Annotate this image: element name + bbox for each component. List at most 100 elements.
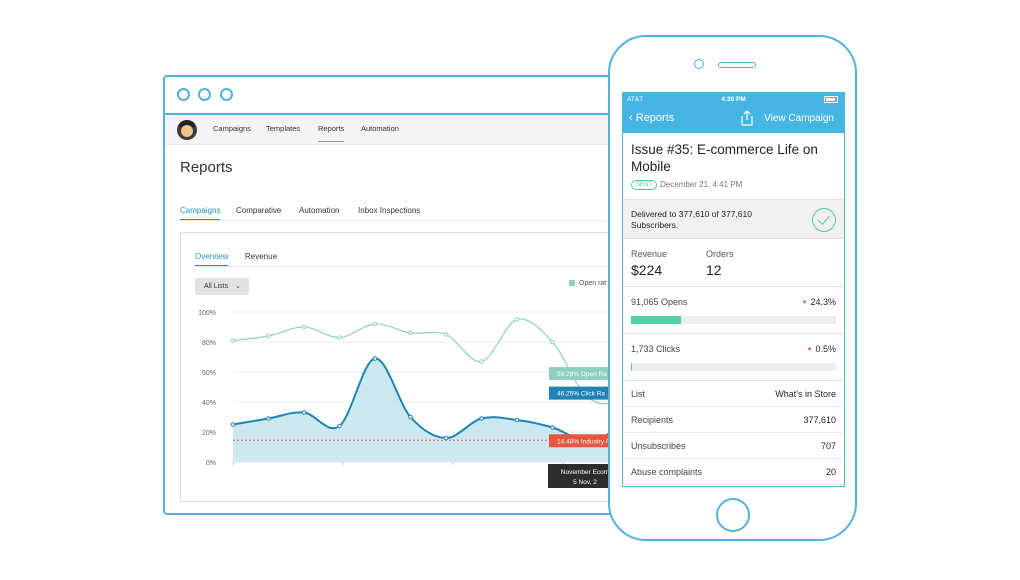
window-dot-icon[interactable] xyxy=(220,88,233,101)
opens-label: 91,065 Opens xyxy=(631,297,688,307)
clicks-progress xyxy=(631,363,836,371)
status-bar: AT&T 4:36 PM xyxy=(623,93,844,107)
tab-revenue[interactable]: Revenue xyxy=(245,252,278,261)
y-tick-label: 100% xyxy=(198,310,216,317)
nav-templates[interactable]: Templates xyxy=(266,124,301,133)
window-dot-icon[interactable] xyxy=(198,88,211,101)
phone-screen: AT&T 4:36 PM ‹ Reports View Campaign Iss… xyxy=(622,92,845,487)
orders-value: 12 xyxy=(706,262,722,278)
tooltip-text: 46.25% Click Ra xyxy=(557,391,605,398)
page-title: Reports xyxy=(180,159,233,176)
tab-comparative[interactable]: Comparative xyxy=(236,206,282,215)
recipients-value: 377,610 xyxy=(803,415,836,425)
view-campaign-button[interactable]: View Campaign xyxy=(764,113,834,124)
phone-navbar: ‹ Reports View Campaign xyxy=(623,107,844,133)
home-button[interactable] xyxy=(716,498,750,532)
y-tick-label: 0% xyxy=(206,460,216,467)
campaign-title: Issue #35: E-commerce Life on Mobile xyxy=(631,142,818,174)
share-icon[interactable] xyxy=(741,110,753,126)
click-rate-point xyxy=(550,425,555,430)
carrier-label: AT&T xyxy=(627,96,644,103)
revenue-label: Revenue xyxy=(631,249,668,259)
window-dot-icon[interactable] xyxy=(177,88,190,101)
open-rate-point xyxy=(408,330,413,336)
nav-automation[interactable]: Automation xyxy=(361,124,399,133)
open-rate-point xyxy=(266,333,271,339)
sent-badge: SENT xyxy=(631,180,658,190)
opens-row[interactable]: 91,065 Opens ▼ 24.3% xyxy=(623,287,844,334)
list-filter-dropdown[interactable]: All Lists ⌄ xyxy=(195,278,249,295)
legend-swatch xyxy=(569,280,575,286)
opens-pct: ▼ 24.3% xyxy=(801,297,836,307)
open-rate-point xyxy=(337,335,342,340)
chart-tabs: Overview Revenue xyxy=(195,251,795,267)
click-rate-point xyxy=(301,410,307,415)
campaign-date: December 21, 4:41 PM xyxy=(660,180,743,189)
y-tick-label: 20% xyxy=(202,430,216,437)
open-rate-point xyxy=(479,359,484,364)
click-rate-point xyxy=(372,356,378,361)
orders-label: Orders xyxy=(706,249,734,259)
recipients-label: Recipients xyxy=(631,415,674,425)
back-button[interactable]: ‹ Reports xyxy=(629,112,675,124)
click-rate-point xyxy=(266,416,271,421)
click-rate-point xyxy=(408,414,413,420)
y-tick-label: 40% xyxy=(202,400,216,407)
open-rate-point xyxy=(550,339,555,345)
abuse-label: Abuse complaints xyxy=(631,467,703,477)
click-rate-point xyxy=(479,416,484,421)
y-tick-label: 80% xyxy=(202,340,216,347)
open-rate-point xyxy=(301,324,307,330)
delivered-text: Delivered to 377,610 of 377,610 Subscrib… xyxy=(631,209,752,230)
speaker-icon xyxy=(718,62,756,68)
clicks-row[interactable]: 1,733 Clicks ▼ 0.5% xyxy=(623,334,844,381)
campaign-meta: SENT December 21, 4:41 PM xyxy=(623,175,844,190)
down-arrow-icon: ▼ xyxy=(801,300,808,306)
tooltip-text: 14.48% Industry A xyxy=(557,438,610,445)
tooltip-text: 59.28% Open Ra xyxy=(557,371,607,378)
camera-icon xyxy=(694,59,704,69)
y-tick-label: 60% xyxy=(202,370,216,377)
click-rate-point xyxy=(337,423,342,429)
tab-inbox-inspections[interactable]: Inbox Inspections xyxy=(358,206,421,215)
click-rate-point xyxy=(443,435,449,441)
click-rate-point xyxy=(514,417,520,423)
list-label: List xyxy=(631,389,646,399)
tab-automation[interactable]: Automation xyxy=(299,206,340,215)
logo-avatar[interactable] xyxy=(177,120,197,140)
revenue-value: $224 xyxy=(631,262,663,278)
tooltip-box xyxy=(549,434,624,448)
clicks-label: 1,733 Clicks xyxy=(631,344,681,354)
browser-titlebar xyxy=(165,77,796,115)
back-label: Reports xyxy=(635,112,675,124)
nav-reports[interactable]: Reports xyxy=(318,124,345,142)
nav-campaigns[interactable]: Campaigns xyxy=(213,124,251,133)
tooltip-box xyxy=(549,386,624,400)
abuse-value: 20 xyxy=(825,467,836,477)
legend-label: Open rat xyxy=(579,280,607,287)
chevron-down-icon: ⌄ xyxy=(235,283,241,290)
phone-frame: AT&T 4:36 PM ‹ Reports View Campaign Iss… xyxy=(608,35,857,541)
click-rate-point xyxy=(230,422,236,427)
abuse-row: Abuse complaints 20 xyxy=(623,459,844,485)
clicks-progress-fill xyxy=(631,363,633,371)
recipients-row: Recipients 377,610 xyxy=(623,407,844,433)
revenue-orders-row: Revenue $224 Orders 12 xyxy=(623,239,844,287)
open-rate-point xyxy=(443,332,449,337)
chart-legend: Open rat xyxy=(569,280,606,287)
down-arrow-icon: ▼ xyxy=(806,347,813,353)
open-rate-point xyxy=(372,321,378,327)
clicks-pct: ▼ 0.5% xyxy=(806,344,836,354)
opens-progress xyxy=(631,316,836,324)
check-circle-icon xyxy=(812,208,836,232)
tab-overview[interactable]: Overview xyxy=(195,252,229,266)
unsubscribes-value: 707 xyxy=(820,441,836,451)
open-rate-point xyxy=(230,338,236,343)
list-row[interactable]: List What's in Store xyxy=(623,381,844,407)
tab-campaigns[interactable]: Campaigns xyxy=(180,206,221,220)
unsubscribes-row: Unsubscribes 707 xyxy=(623,433,844,459)
tooltip-box xyxy=(549,367,624,381)
date-tooltip-line1: November Ecom xyxy=(561,469,609,476)
report-subtabs: Campaigns Comparative Automation Inbox I… xyxy=(180,205,796,221)
